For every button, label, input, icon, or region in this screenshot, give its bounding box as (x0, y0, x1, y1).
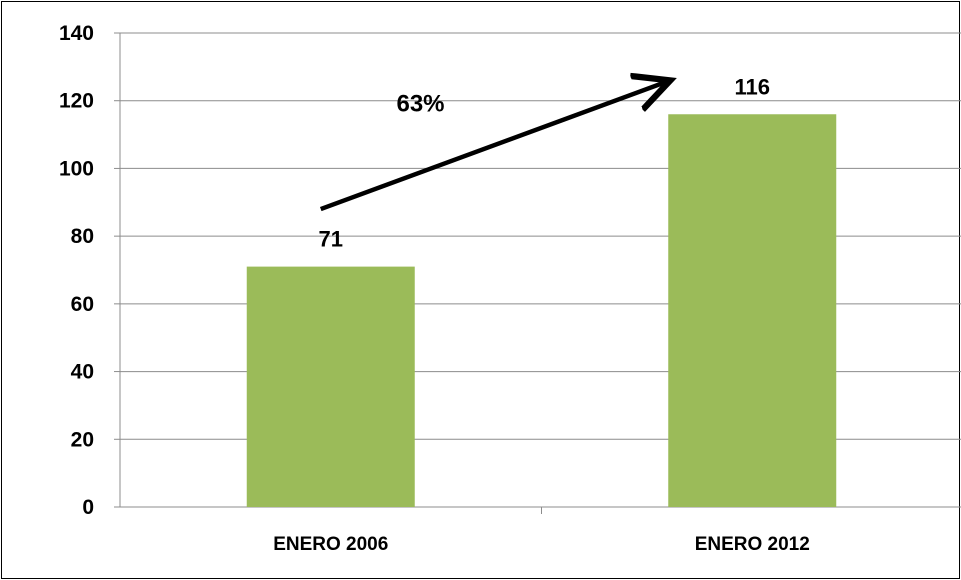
growth-percent-label: 63% (396, 91, 444, 118)
labels: 71 ENERO 2006 116 ENERO 2012 (273, 74, 810, 555)
bar (246, 266, 415, 507)
y-tick-label: 0 (82, 496, 94, 519)
category-label: ENERO 2006 (273, 534, 388, 555)
annotation: 63% (319, 80, 671, 212)
y-tick-label: 20 (71, 428, 94, 451)
category-label: ENERO 2012 (695, 534, 810, 555)
y-tick-label: 140 (59, 22, 94, 45)
y-tick-label: 100 (59, 157, 94, 180)
bar (668, 114, 837, 507)
y-tick-label: 60 (71, 293, 94, 316)
y-tick-label: 120 (59, 90, 94, 113)
growth-arrow (319, 80, 671, 212)
data-label: 116 (735, 74, 771, 99)
data-label: 71 (319, 227, 343, 252)
y-tick-label: 80 (71, 225, 94, 248)
bars (246, 114, 837, 507)
y-tick-label: 40 (71, 361, 94, 384)
